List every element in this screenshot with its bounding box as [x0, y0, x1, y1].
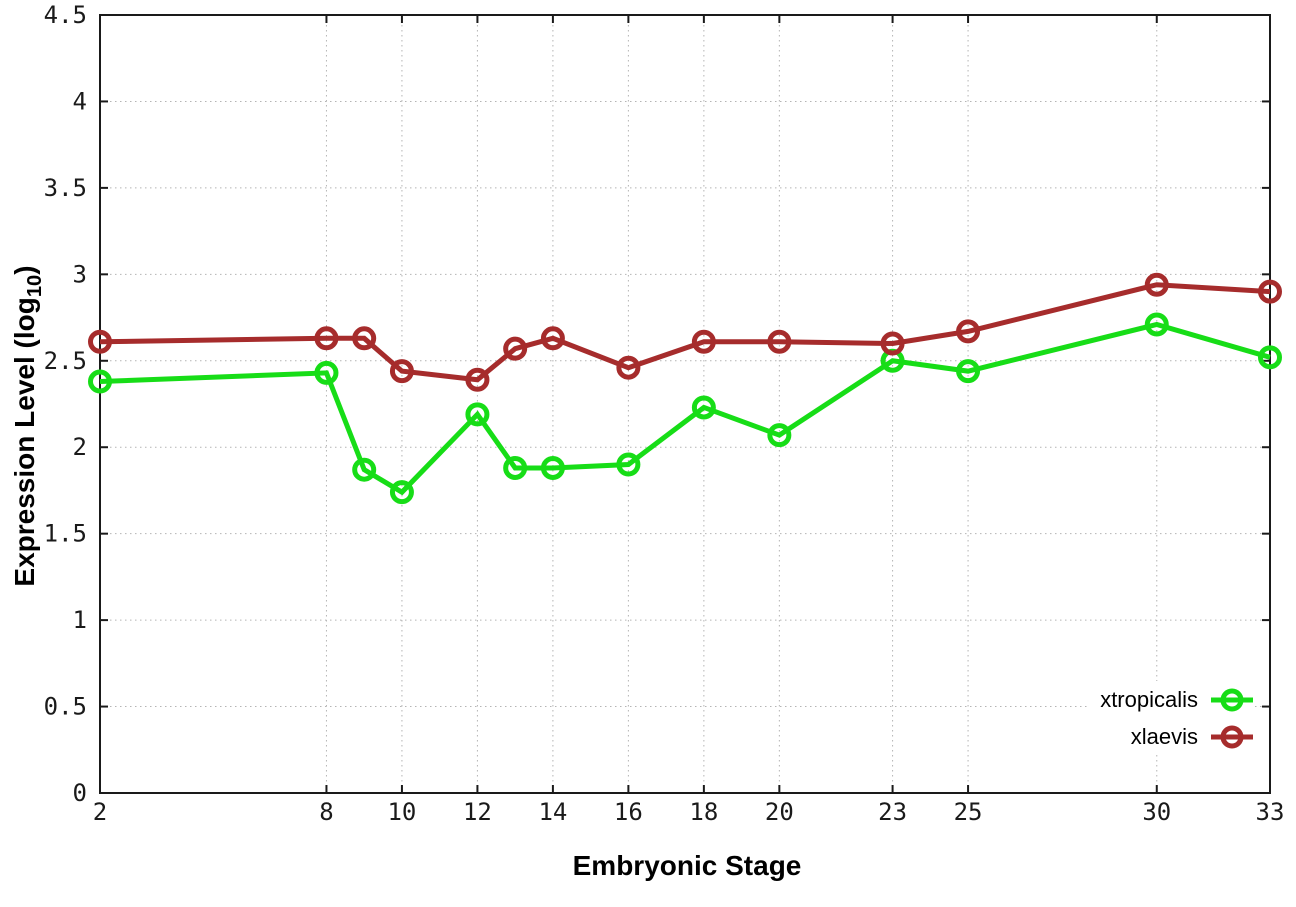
y-tick-label: 1.5 — [44, 520, 87, 548]
data-point — [616, 355, 641, 380]
data-point — [389, 480, 414, 505]
data-point — [314, 326, 339, 351]
data-point — [880, 331, 905, 356]
series-xlaevis — [88, 272, 1282, 392]
legend-entry-xlaevis: xlaevis — [1100, 718, 1254, 755]
legend-marker-xlaevis — [1211, 725, 1253, 748]
x-tick-label: 8 — [319, 798, 333, 826]
legend-marker-xtropicalis — [1211, 688, 1253, 711]
x-tick-label: 18 — [689, 798, 718, 826]
plot-border — [99, 14, 1271, 794]
data-point — [503, 455, 528, 480]
data-point — [1258, 279, 1282, 304]
y-axis-label: Expression Level (log10) — [9, 265, 47, 586]
data-point — [352, 457, 377, 482]
data-point — [956, 359, 981, 384]
gridlines — [99, 14, 1271, 794]
data-point — [314, 360, 339, 385]
y-axis-label-subscript: 10 — [23, 274, 46, 298]
y-tick-label: 0.5 — [44, 693, 87, 721]
x-tick-label: 16 — [614, 798, 643, 826]
y-tick-label: 2 — [73, 433, 87, 461]
x-tick-label: 30 — [1142, 798, 1171, 826]
data-point — [88, 369, 112, 394]
legend: xtropicalis xlaevis — [1090, 681, 1254, 755]
x-tick-label: 23 — [878, 798, 907, 826]
data-point — [465, 402, 490, 427]
data-point — [767, 423, 792, 448]
data-point — [767, 329, 792, 354]
series-line-xlaevis — [99, 282, 1271, 383]
y-axis-label-end: ) — [9, 265, 41, 275]
legend-label-xlaevis: xlaevis — [1130, 723, 1198, 749]
data-point — [1144, 272, 1169, 297]
y-tick-label: 1 — [73, 606, 87, 634]
y-tick-label: 3 — [73, 260, 87, 288]
x-tick-label: 25 — [954, 798, 983, 826]
y-tick-label: 3.5 — [44, 174, 87, 202]
data-point — [540, 455, 565, 480]
x-tick-label: 2 — [93, 798, 107, 826]
x-tick-label: 12 — [463, 798, 492, 826]
y-tick-label: 4.5 — [44, 1, 87, 29]
tick-labels: 2 8 10 12 14 16 18 20 23 25 30 33 0 0.5 1 1.5 2 2.5 3 3.5 4 4… — [44, 1, 1285, 826]
data-point — [1258, 345, 1282, 370]
y-axis-label-main: Expression Level (log — [9, 297, 41, 587]
x-tick-label: 33 — [1256, 798, 1285, 826]
x-tick-label: 10 — [387, 798, 416, 826]
legend-label-xtropicalis: xtropicalis — [1100, 686, 1198, 712]
data-point — [352, 326, 377, 351]
x-axis-label: Embryonic Stage — [572, 850, 802, 881]
data-point — [503, 336, 528, 361]
data-point — [1144, 312, 1169, 337]
data-point — [88, 329, 112, 354]
legend-entry-xtropicalis: xtropicalis — [1100, 681, 1254, 718]
series-xtropicalis — [88, 312, 1282, 505]
tick-marks — [99, 14, 1271, 794]
y-tick-label: 0 — [73, 779, 87, 807]
y-tick-label: 4 — [73, 87, 87, 115]
data-point — [956, 319, 981, 344]
x-tick-label: 14 — [538, 798, 567, 826]
x-tick-label: 20 — [765, 798, 794, 826]
data-point — [691, 329, 716, 354]
data-point — [465, 367, 490, 392]
data-point — [691, 395, 716, 420]
data-point — [540, 326, 565, 351]
data-point — [389, 359, 414, 384]
data-point — [616, 452, 641, 477]
y-tick-label: 2.5 — [44, 347, 87, 375]
